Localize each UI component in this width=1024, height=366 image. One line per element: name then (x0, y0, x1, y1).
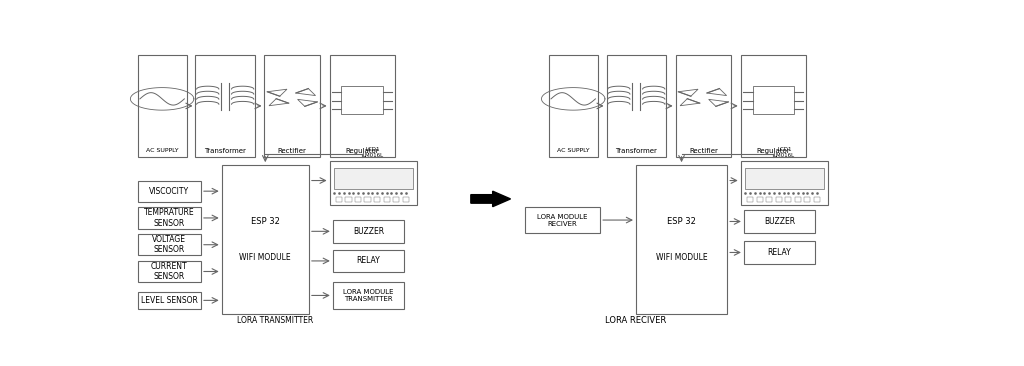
FancyBboxPatch shape (355, 197, 361, 202)
Polygon shape (680, 99, 699, 106)
FancyBboxPatch shape (524, 208, 600, 233)
Text: LORA MODULE
TRANSMITTER: LORA MODULE TRANSMITTER (343, 289, 393, 302)
FancyBboxPatch shape (744, 168, 824, 189)
Text: Regulator: Regulator (757, 148, 790, 154)
Polygon shape (707, 89, 727, 96)
FancyBboxPatch shape (137, 261, 201, 282)
FancyBboxPatch shape (402, 197, 409, 202)
Polygon shape (296, 89, 315, 96)
Text: Transformer: Transformer (204, 148, 246, 154)
FancyBboxPatch shape (748, 197, 754, 202)
FancyBboxPatch shape (636, 165, 727, 314)
FancyBboxPatch shape (795, 197, 801, 202)
FancyBboxPatch shape (221, 165, 309, 314)
Text: LORA MODULE
RECIVER: LORA MODULE RECIVER (538, 213, 588, 227)
FancyBboxPatch shape (753, 86, 794, 114)
FancyBboxPatch shape (330, 161, 417, 205)
FancyBboxPatch shape (137, 180, 201, 202)
Text: BUZZER: BUZZER (764, 217, 795, 226)
Text: LCD1
LM016L: LCD1 LM016L (362, 147, 384, 158)
Text: Regulator: Regulator (345, 148, 379, 154)
FancyBboxPatch shape (740, 161, 828, 205)
Text: Transformer: Transformer (615, 148, 657, 154)
FancyBboxPatch shape (549, 55, 598, 157)
FancyBboxPatch shape (137, 292, 201, 309)
Polygon shape (267, 89, 287, 96)
Polygon shape (298, 99, 317, 107)
FancyBboxPatch shape (334, 168, 413, 189)
FancyBboxPatch shape (393, 197, 399, 202)
Text: RELAY: RELAY (768, 248, 792, 257)
Text: VOLTAGE
SENSOR: VOLTAGE SENSOR (153, 235, 186, 254)
Text: WIFI MODULE: WIFI MODULE (655, 253, 708, 262)
FancyBboxPatch shape (743, 210, 815, 233)
Text: LORA RECIVER: LORA RECIVER (605, 316, 667, 325)
FancyBboxPatch shape (676, 55, 731, 157)
FancyBboxPatch shape (606, 55, 666, 157)
FancyBboxPatch shape (137, 55, 186, 157)
Text: LEVEL SENSOR: LEVEL SENSOR (141, 296, 198, 305)
FancyBboxPatch shape (766, 197, 772, 202)
FancyBboxPatch shape (374, 197, 380, 202)
FancyBboxPatch shape (743, 241, 815, 264)
Text: ESP 32: ESP 32 (667, 217, 696, 226)
Text: CURRENT
SENSOR: CURRENT SENSOR (151, 262, 187, 281)
FancyBboxPatch shape (137, 208, 201, 228)
FancyBboxPatch shape (137, 234, 201, 255)
FancyBboxPatch shape (345, 197, 352, 202)
FancyBboxPatch shape (740, 55, 806, 157)
Text: ESP 32: ESP 32 (251, 217, 280, 226)
FancyBboxPatch shape (330, 55, 394, 157)
Text: TEMPRATURE
SENSOR: TEMPRATURE SENSOR (144, 208, 195, 228)
Text: WIFI MODULE: WIFI MODULE (240, 253, 291, 262)
FancyBboxPatch shape (341, 86, 383, 114)
FancyBboxPatch shape (365, 197, 371, 202)
Text: LORA TRANSMITTER: LORA TRANSMITTER (237, 316, 313, 325)
FancyBboxPatch shape (804, 197, 811, 202)
FancyBboxPatch shape (775, 197, 782, 202)
FancyBboxPatch shape (336, 197, 342, 202)
FancyBboxPatch shape (196, 55, 255, 157)
FancyBboxPatch shape (264, 55, 321, 157)
Text: LCD1
LM016L: LCD1 LM016L (774, 147, 795, 158)
FancyBboxPatch shape (384, 197, 390, 202)
Text: VISCOCITY: VISCOCITY (150, 187, 189, 196)
Text: Rectifier: Rectifier (689, 148, 718, 154)
Text: RELAY: RELAY (356, 257, 380, 265)
FancyBboxPatch shape (814, 197, 820, 202)
FancyArrow shape (471, 191, 511, 207)
FancyBboxPatch shape (333, 220, 404, 243)
Text: BUZZER: BUZZER (353, 227, 384, 236)
FancyBboxPatch shape (333, 282, 404, 309)
FancyBboxPatch shape (785, 197, 792, 202)
Text: AC SUPPLY: AC SUPPLY (557, 148, 590, 153)
Text: AC SUPPLY: AC SUPPLY (145, 148, 178, 153)
FancyBboxPatch shape (757, 197, 763, 202)
Text: Rectifier: Rectifier (278, 148, 307, 154)
Polygon shape (678, 89, 698, 96)
Polygon shape (269, 99, 289, 106)
Polygon shape (709, 99, 728, 107)
FancyBboxPatch shape (333, 250, 404, 272)
